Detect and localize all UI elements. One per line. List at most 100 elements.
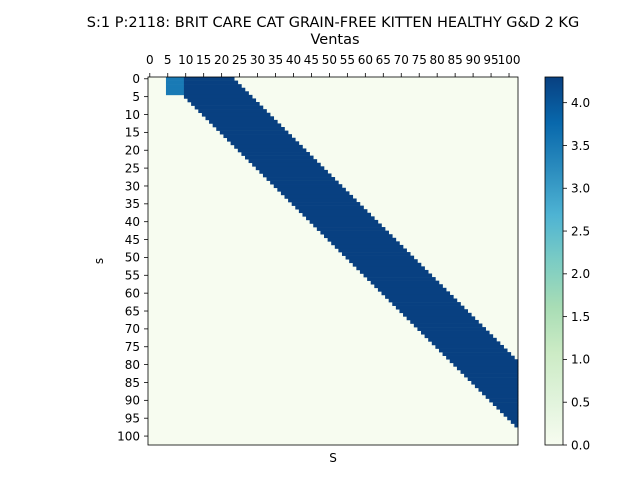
heatmap-cell-row: [183, 91, 249, 96]
heatmap-cell-row: [381, 291, 451, 296]
heatmap-cell-row: [183, 87, 246, 92]
x-tick-label: 100: [498, 53, 521, 67]
heatmap-cell-row: [223, 134, 292, 139]
heatmap-cell-row: [514, 423, 519, 428]
heatmap-cell-row: [456, 366, 519, 371]
x-axis-label: S: [329, 451, 337, 465]
heatmap-cell-row: [446, 355, 515, 360]
heatmap-cell-row: [212, 123, 282, 128]
heatmap-cell-row: [165, 91, 185, 96]
heatmap-cell-row: [428, 337, 497, 342]
heatmap-cell-row: [489, 398, 519, 403]
heatmap-cell-row: [478, 387, 519, 392]
heatmap-cell-row: [244, 155, 314, 160]
heatmap-cell-row: [367, 277, 436, 281]
heatmap-cell-row: [359, 269, 429, 274]
x-tick-label: 95: [483, 53, 498, 67]
x-axis-ticks: 0 5 10 15 20 25 30 35 40 45 50 55 60 65 70 75 80 85 90 9510…: [146, 53, 520, 77]
chart-title: S:1 P:2118: BRIT CARE CAT GRAIN-FREE KIT…: [87, 15, 579, 31]
heatmap-cell-row: [370, 280, 440, 285]
heatmap-cell-row: [392, 302, 461, 306]
heatmap-cell-row: [403, 312, 472, 317]
heatmap-cell-row: [298, 209, 368, 214]
y-tick-label: 20: [125, 144, 140, 158]
y-tick-label: 15: [125, 126, 140, 140]
heatmap-cell-row: [324, 234, 393, 239]
heatmap-cell-row: [421, 330, 490, 335]
x-tick-label: 70: [394, 53, 409, 67]
x-tick-label: 15: [196, 53, 211, 67]
heatmap-cell-row: [338, 248, 407, 253]
heatmap-cell-row: [510, 419, 519, 424]
heatmap-cell-row: [503, 412, 519, 417]
heatmap-cell-row: [201, 112, 271, 117]
colorbar-ticks: 0.0 0.5 1.0 1.5 2.0 2.5 3.0 3.5 4.0: [563, 96, 590, 452]
heatmap-cell-row: [255, 166, 325, 171]
y-tick-label: 10: [125, 108, 140, 122]
x-tick-label: 85: [447, 53, 462, 67]
heatmap-cell-row: [230, 141, 300, 146]
heatmap-cell-row: [280, 191, 350, 196]
heatmap-cell-row: [284, 194, 354, 199]
heatmap-cell-row: [341, 252, 411, 256]
y-tick-label: 65: [125, 304, 140, 318]
x-tick-label: 90: [465, 53, 480, 67]
heatmap-cell-row: [345, 255, 415, 260]
heatmap-cell-row: [438, 348, 508, 353]
heatmap-cell-row: [471, 380, 519, 385]
heatmap-cell-row: [183, 84, 242, 89]
y-axis-label: s: [92, 258, 106, 264]
x-tick-label: 30: [250, 53, 265, 67]
heatmap-cell-row: [316, 227, 386, 231]
heatmap-cell-row: [349, 259, 418, 264]
heatmap-cell-row: [377, 287, 447, 292]
x-tick-label: 40: [286, 53, 301, 67]
heatmap-cell-row: [227, 137, 296, 142]
heatmap-cell-row: [449, 359, 519, 364]
colorbar-tick-label: 4.0: [571, 96, 590, 110]
y-tick-label: 5: [132, 90, 140, 104]
heatmap-cell-row: [507, 416, 519, 421]
heatmap-cell-row: [435, 344, 504, 349]
heatmap-cell-row: [165, 84, 185, 89]
heatmap-cell-row: [485, 394, 519, 399]
heatmap-cell-row: [460, 369, 519, 374]
heatmap-cell-row: [313, 223, 382, 228]
heatmap-cell-row: [467, 377, 519, 381]
heatmap-cell-row: [500, 409, 519, 414]
x-tick-label: 45: [304, 53, 319, 67]
y-tick-label: 45: [125, 233, 140, 247]
heatmap-cell-row: [431, 341, 501, 346]
heatmap-cell-row: [327, 237, 397, 242]
heatmap-cells: [148, 77, 519, 445]
heatmap-cell-row: [209, 119, 278, 124]
heatmap-cell-row: [262, 173, 332, 178]
heatmap-cell-row: [363, 273, 433, 278]
heatmap-cell-row: [482, 391, 519, 396]
y-tick-label: 30: [125, 179, 140, 193]
heatmap-cell-row: [424, 334, 494, 339]
heatmap-cell-row: [191, 102, 260, 106]
x-tick-label: 5: [164, 53, 172, 67]
colorbar-tick-label: 2.0: [571, 267, 590, 281]
x-tick-label: 65: [376, 53, 391, 67]
heatmap-cell-row: [248, 159, 318, 164]
heatmap-cell-row: [183, 80, 239, 85]
heatmap-cell-row: [385, 294, 454, 299]
heatmap-cell-row: [352, 262, 422, 267]
colorbar: [544, 76, 564, 446]
y-tick-label: 90: [125, 394, 140, 408]
heatmap-cell-row: [198, 109, 267, 114]
heatmap-cell-row: [291, 202, 361, 206]
heatmap-cell-row: [320, 230, 389, 235]
heatmap-cell-row: [241, 152, 310, 156]
heatmap-cell-row: [374, 284, 443, 289]
heatmap-cell-row: [165, 80, 185, 85]
y-tick-label: 50: [125, 251, 140, 265]
heatmap-cell-row: [187, 98, 257, 103]
heatmap-cell-row: [277, 187, 346, 192]
heatmap-cell-row: [388, 298, 458, 303]
x-tick-label: 0: [146, 53, 154, 67]
heatmap-cell-row: [295, 205, 364, 210]
heatmap-cell-row: [331, 241, 400, 246]
